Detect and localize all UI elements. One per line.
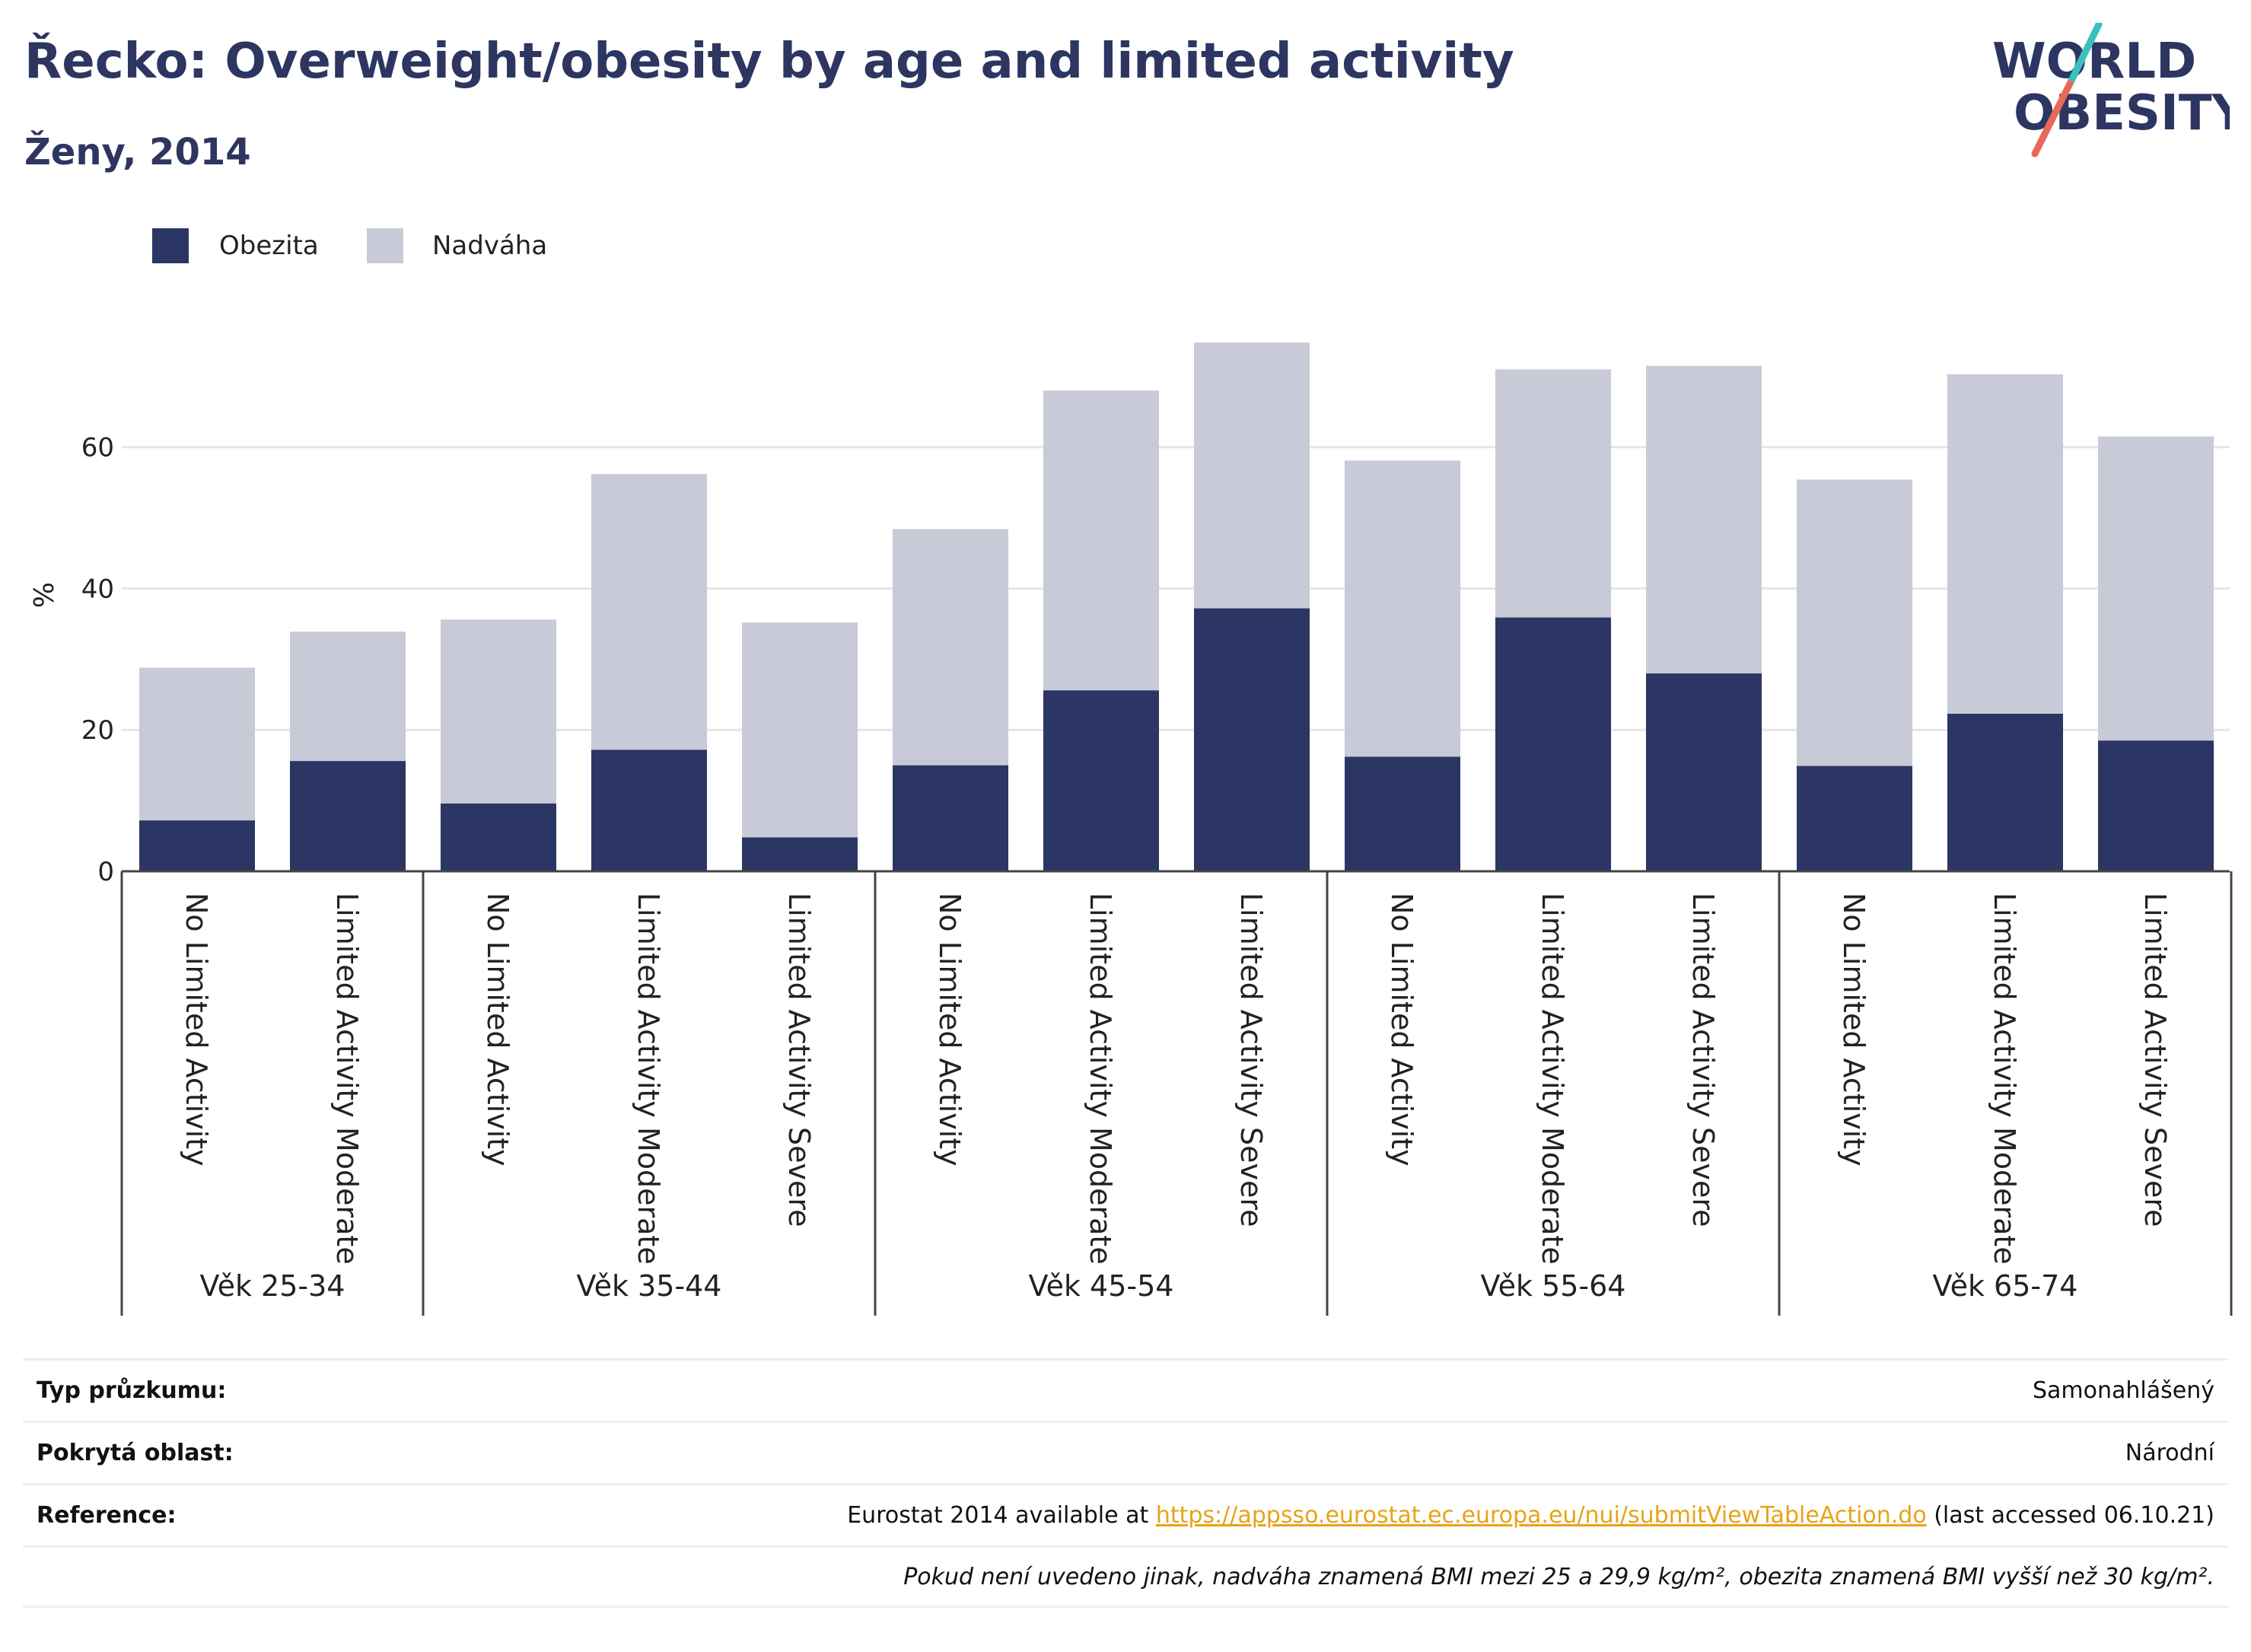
- x-group-label: Věk 25-34: [200, 1269, 345, 1303]
- bar-obezita: [2098, 740, 2214, 871]
- y-tick-label: 60: [81, 433, 114, 463]
- bar-obezita: [1646, 673, 1762, 871]
- x-category-label: Limited Activity Severe: [782, 893, 816, 1227]
- x-category-label: No Limited Activity: [1385, 893, 1418, 1167]
- bar-nadvaha: [441, 619, 556, 804]
- survey-type-label: Typ průzkumu:: [37, 1377, 227, 1404]
- bar-obezita: [1495, 617, 1611, 871]
- bar-obezita: [591, 750, 707, 871]
- bar-obezita: [1947, 713, 2063, 871]
- info-row-coverage: Pokrytá oblast: Národní: [23, 1421, 2228, 1483]
- legend: Obezita Nadváha: [152, 228, 547, 263]
- grid: [122, 446, 2230, 731]
- axes: 0 20 40 60 No Limited Activity Limited Activi…: [81, 433, 2233, 1316]
- bar-nadvaha: [1947, 374, 2063, 714]
- x-category-label: Limited Activity Moderate: [1084, 893, 1117, 1265]
- x-category-label: No Limited Activity: [481, 893, 514, 1167]
- logo-text-line1: WORLD: [1992, 33, 2196, 90]
- bar-nadvaha: [1797, 479, 1912, 766]
- x-category-label: Limited Activity Severe: [1234, 893, 1268, 1227]
- legend-swatch-obezita: [152, 228, 189, 263]
- info-row-reference: Reference: Eurostat 2014 available at ht…: [23, 1483, 2228, 1545]
- legend-label-obezita: Obezita: [219, 231, 319, 261]
- bar-nadvaha: [139, 667, 255, 821]
- x-category-label: Limited Activity Moderate: [632, 893, 665, 1265]
- y-tick-label: 20: [81, 715, 114, 746]
- bar-obezita: [441, 803, 556, 871]
- x-group-label: Věk 35-44: [577, 1269, 722, 1303]
- bar-nadvaha: [893, 529, 1008, 766]
- bar-nadvaha: [1043, 390, 1159, 691]
- x-category-label: No Limited Activity: [1837, 893, 1871, 1167]
- bar-obezita: [1345, 756, 1460, 871]
- world-obesity-logo: WORLD OBESITY: [1992, 23, 2230, 158]
- reference-suffix: (last accessed 06.10.21): [1926, 1502, 2214, 1529]
- x-group-label: Věk 55-64: [1481, 1269, 1626, 1303]
- reference-link[interactable]: https://appsso.eurostat.ec.europa.eu/nui…: [1155, 1502, 1927, 1529]
- x-category-label: Limited Activity Moderate: [1536, 893, 1569, 1265]
- x-category-label: Limited Activity Severe: [2138, 893, 2172, 1227]
- x-group-label: Věk 45-54: [1029, 1269, 1174, 1303]
- survey-type-value: Samonahlášený: [2033, 1377, 2214, 1404]
- bar-nadvaha: [742, 622, 858, 838]
- bar-nadvaha: [1194, 342, 1310, 609]
- reference-label: Reference:: [37, 1502, 177, 1529]
- legend-label-nadvaha: Nadváha: [432, 231, 547, 261]
- y-axis-title: %: [29, 582, 60, 608]
- bar-obezita: [1194, 608, 1310, 871]
- stacked-bar-chart: Obezita Nadváha 0 20 40 60 No Limited Activi…: [29, 228, 2233, 1316]
- bar-nadvaha: [1646, 365, 1762, 673]
- bar-obezita: [290, 761, 406, 871]
- bar-nadvaha: [1495, 369, 1611, 618]
- bar-nadvaha: [2098, 436, 2214, 741]
- coverage-value: Národní: [2125, 1440, 2214, 1466]
- reference-prefix: Eurostat 2014 available at: [847, 1502, 1156, 1529]
- bar-nadvaha: [290, 632, 406, 762]
- chart-title: Řecko: Overweight/obesity by age and lim…: [24, 33, 1514, 90]
- logo-text-line2: OBESITY: [2014, 85, 2230, 142]
- logo-slash-red: [2031, 80, 2074, 158]
- y-tick-label: 40: [81, 574, 114, 604]
- x-category-label: Limited Activity Moderate: [1988, 893, 2021, 1265]
- legend-swatch-nadvaha: [367, 228, 403, 263]
- info-row-survey-type: Typ průzkumu: Samonahlášený: [23, 1358, 2228, 1421]
- x-category-label: Limited Activity Moderate: [330, 893, 364, 1265]
- bar-obezita: [742, 837, 858, 871]
- x-group-label: Věk 65-74: [1933, 1269, 2078, 1303]
- info-row-note: Pokud není uvedeno jinak, nadváha znamen…: [23, 1545, 2228, 1608]
- coverage-label: Pokrytá oblast:: [37, 1440, 234, 1466]
- bars: [139, 342, 2214, 871]
- definition-note: Pokud není uvedeno jinak, nadváha znamen…: [903, 1563, 2214, 1590]
- info-table: Typ průzkumu: Samonahlášený Pokrytá obla…: [23, 1358, 2228, 1608]
- y-tick-label: 0: [97, 857, 114, 887]
- chart-subtitle: Ženy, 2014: [24, 131, 251, 173]
- x-category-label: No Limited Activity: [933, 893, 966, 1167]
- bar-obezita: [1043, 690, 1159, 871]
- bar-obezita: [139, 820, 255, 871]
- bar-obezita: [893, 765, 1008, 871]
- bar-obezita: [1797, 766, 1912, 871]
- x-category-label: No Limited Activity: [180, 893, 213, 1167]
- reference-value: Eurostat 2014 available at https://appss…: [847, 1502, 2214, 1529]
- x-category-label: Limited Activity Severe: [1686, 893, 1720, 1227]
- bar-nadvaha: [591, 473, 707, 750]
- bar-nadvaha: [1345, 460, 1460, 757]
- logo-slash-teal: [2066, 23, 2103, 88]
